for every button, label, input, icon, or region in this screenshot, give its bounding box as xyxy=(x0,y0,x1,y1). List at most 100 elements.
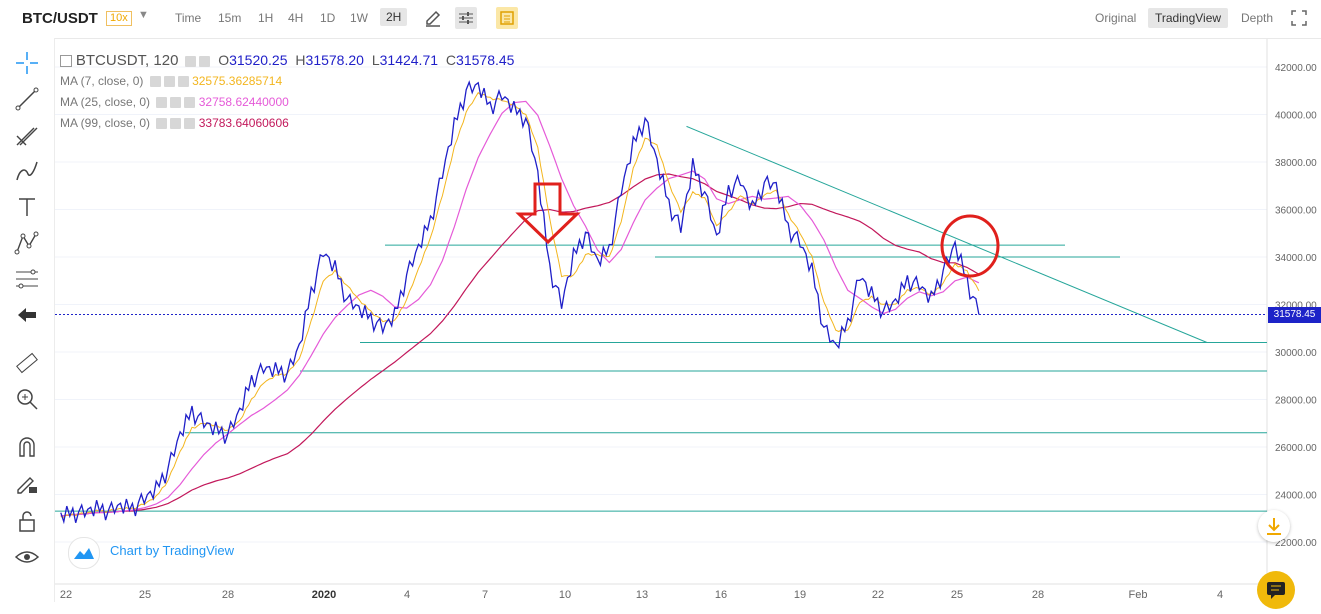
settings-icon[interactable] xyxy=(170,97,182,109)
fullscreen-icon[interactable] xyxy=(1289,8,1309,28)
settings-icon[interactable] xyxy=(199,55,211,67)
low-value: 31424.71 xyxy=(379,52,439,68)
high-label: H xyxy=(295,52,306,68)
y-tick-label: 28000.00 xyxy=(1275,396,1317,407)
price-chart[interactable]: 42000.00 40000.00 38000.00 36000.00 34000.00… xyxy=(55,39,1321,602)
ma25-value: 32758.62440000 xyxy=(198,95,289,109)
back-arrow-icon[interactable] xyxy=(14,302,40,328)
ma25-line xyxy=(60,100,980,517)
timeframe-time[interactable]: Time xyxy=(175,11,202,25)
remove-icon[interactable] xyxy=(184,118,196,130)
ma99-line xyxy=(60,173,980,517)
y-tick-label: 30000.00 xyxy=(1275,348,1317,359)
timeframe-2h[interactable]: 2H xyxy=(380,8,408,26)
chat-icon[interactable] xyxy=(1257,571,1295,609)
close-label: C xyxy=(445,52,457,68)
x-tick-label: 28 xyxy=(222,589,234,601)
pencil-icon[interactable] xyxy=(422,7,444,29)
download-icon[interactable] xyxy=(1258,510,1290,542)
zoom-in-icon[interactable] xyxy=(14,386,40,412)
pattern-icon[interactable] xyxy=(14,230,40,256)
line-tool-icon[interactable] xyxy=(14,86,40,112)
settings-icon[interactable] xyxy=(170,118,182,130)
descending-trendline xyxy=(686,125,1208,343)
ma7-value: 32575.36285714 xyxy=(192,74,283,88)
timeframe-15m[interactable]: 15m xyxy=(218,11,242,25)
y-tick-label: 32000.00 xyxy=(1275,301,1317,312)
indicator-icon[interactable] xyxy=(496,7,518,29)
crosshair-icon[interactable] xyxy=(14,50,40,76)
collapse-icon[interactable] xyxy=(60,55,72,68)
ma7-label: MA (7, close, 0) xyxy=(60,74,144,88)
ma25-label: MA (25, close, 0) xyxy=(60,95,151,109)
y-tick-label: 38000.00 xyxy=(1275,158,1317,169)
timeframe-1w[interactable]: 1W xyxy=(350,11,368,25)
y-tick-label: 34000.00 xyxy=(1275,253,1317,264)
visibility-icon[interactable] xyxy=(185,55,197,67)
y-tick-label: 36000.00 xyxy=(1275,206,1317,217)
chart-canvas[interactable]: 42000.00 40000.00 38000.00 36000.00 34000.00… xyxy=(55,39,1321,602)
y-tick-label: 42000.00 xyxy=(1275,63,1317,74)
x-tick-label: 28 xyxy=(1032,589,1044,601)
x-tick-label: 22 xyxy=(60,589,72,601)
x-tick-label: Feb xyxy=(1129,589,1148,601)
y-tick-label: 22000.00 xyxy=(1275,538,1317,549)
x-tick-label: 25 xyxy=(139,589,151,601)
visibility-icon[interactable] xyxy=(156,97,168,109)
fib-icon[interactable] xyxy=(14,266,40,292)
symbol-label[interactable]: BTC/USDT xyxy=(22,10,98,27)
legend-ma99-row: MA (99, close, 0) 33783.64060606 xyxy=(60,116,289,130)
view-original[interactable]: Original xyxy=(1095,11,1137,25)
eye-icon[interactable] xyxy=(14,544,40,570)
ma99-value: 33783.64060606 xyxy=(198,116,289,130)
magnet-icon[interactable] xyxy=(14,434,40,460)
leverage-badge: 10x xyxy=(106,11,132,26)
lock-draw-icon[interactable] xyxy=(14,470,40,496)
high-value: 31578.20 xyxy=(305,52,364,68)
drawing-toolbar xyxy=(0,38,55,602)
top-toolbar: BTC/USDT 10x ▼ Time 15m 1H 4H 1D 1W 2H O… xyxy=(0,0,1321,39)
x-tick-label: 25 xyxy=(951,589,963,601)
brush-icon[interactable] xyxy=(14,158,40,184)
remove-icon[interactable] xyxy=(184,97,196,109)
circle-annotation xyxy=(940,214,1000,278)
ruler-icon[interactable] xyxy=(14,350,40,376)
x-tick-label: 10 xyxy=(559,589,571,601)
tradingview-logo-icon[interactable] xyxy=(68,537,100,569)
view-depth[interactable]: Depth xyxy=(1241,11,1274,25)
x-tick-label: 19 xyxy=(794,589,806,601)
down-arrow-annotation xyxy=(515,182,581,245)
legend-ticker: BTCUSDT, 120 xyxy=(75,52,179,69)
timeframe-1d[interactable]: 1D xyxy=(320,11,336,25)
lock-icon[interactable] xyxy=(14,508,40,534)
y-tick-label: 24000.00 xyxy=(1275,491,1317,502)
remove-icon[interactable] xyxy=(177,76,189,88)
y-tick-label: 40000.00 xyxy=(1275,111,1317,122)
x-tick-label: 22 xyxy=(872,589,884,601)
settings-icon[interactable] xyxy=(163,76,175,88)
visibility-icon[interactable] xyxy=(149,76,161,88)
close-value: 31578.45 xyxy=(456,52,515,68)
chevron-down-icon[interactable]: ▼ xyxy=(138,9,149,21)
legend-ohlc-row: BTCUSDT, 120 O31520.25 H31578.20 L31424.… xyxy=(60,52,514,69)
price-line xyxy=(60,80,980,525)
current-price-tag: 31578.45 xyxy=(1268,307,1321,323)
tradingview-credit-link[interactable]: Chart by TradingView xyxy=(110,543,235,558)
legend-ma7-row: MA (7, close, 0) 32575.36285714 xyxy=(60,74,282,88)
visibility-icon[interactable] xyxy=(156,118,168,130)
x-tick-label: 4 xyxy=(1217,589,1223,601)
x-tick-label: 7 xyxy=(482,589,488,601)
open-value: 31520.25 xyxy=(229,52,288,68)
low-label: L xyxy=(371,52,380,68)
x-tick-label: 2020 xyxy=(312,589,336,601)
view-tradingview[interactable]: TradingView xyxy=(1148,8,1229,28)
x-tick-label: 13 xyxy=(636,589,648,601)
settings-sliders-icon[interactable] xyxy=(455,7,477,29)
timeframe-4h[interactable]: 4H xyxy=(288,11,304,25)
x-tick-label: 16 xyxy=(715,589,727,601)
pitchfork-icon[interactable] xyxy=(14,122,40,148)
legend-ma25-row: MA (25, close, 0) 32758.62440000 xyxy=(60,95,289,109)
y-tick-label: 26000.00 xyxy=(1275,443,1317,454)
text-icon[interactable] xyxy=(14,194,40,220)
timeframe-1h[interactable]: 1H xyxy=(258,11,274,25)
